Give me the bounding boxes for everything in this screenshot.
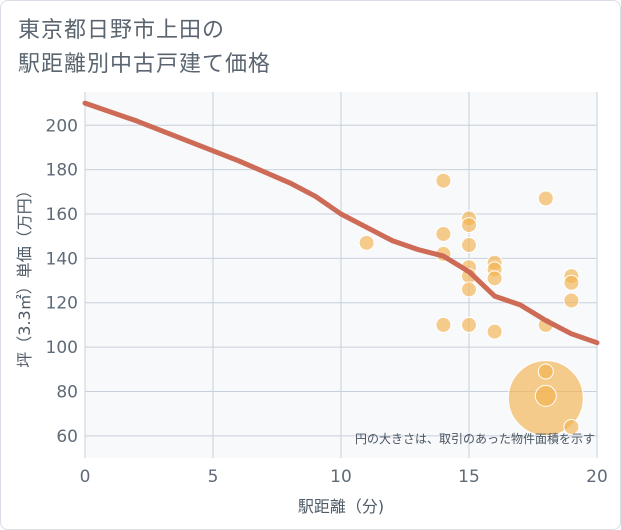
data-bubble: [537, 190, 554, 207]
trend-line: [82, 100, 600, 346]
y-tick-label: 200: [46, 116, 78, 136]
x-tick-label: 10: [330, 467, 352, 487]
data-bubble: [486, 270, 503, 287]
data-bubble: [461, 316, 477, 333]
x-tick-labels: 0 5 10 15 20: [80, 467, 608, 487]
x-tick-label: 20: [586, 467, 608, 487]
y-tick-label: 120: [46, 294, 78, 314]
data-bubble: [486, 323, 503, 340]
data-bubble: [461, 237, 477, 254]
data-bubble: [435, 225, 452, 242]
data-bubble: [563, 274, 580, 291]
y-tick-label: 60: [56, 427, 78, 447]
data-bubble: [534, 384, 557, 407]
data-bubble: [435, 316, 452, 333]
y-tick-label: 140: [46, 249, 78, 269]
data-bubble: [435, 172, 452, 189]
data-bubble: [358, 234, 375, 251]
chart-title: 東京都日野市上田の 駅距離別中古戸建て価格: [18, 14, 271, 82]
y-tick-label: 160: [46, 205, 78, 225]
title-line-1: 東京都日野市上田の: [18, 18, 226, 43]
data-bubble: [461, 281, 477, 298]
title-line-2: 駅距離別中古戸建て価格: [18, 52, 272, 77]
x-tick-label: 5: [208, 467, 219, 487]
x-tick-label: 15: [458, 467, 480, 487]
data-bubble: [563, 418, 580, 435]
y-tick-label: 100: [46, 338, 78, 358]
data-bubble: [461, 217, 477, 234]
data-bubble: [563, 292, 580, 309]
size-note: 円の大きさは、取引のあった物件面積を示す: [355, 431, 595, 446]
y-axis-label: 坪（3.3㎡）単価（万円）: [15, 182, 34, 367]
y-tick-label: 180: [46, 161, 78, 181]
x-tick-label: 0: [80, 467, 91, 487]
x-axis-label: 駅距離（分): [298, 497, 384, 516]
data-bubble: [537, 363, 554, 380]
y-tick-label: 80: [56, 382, 78, 402]
y-tick-labels: 60 80 100 120 140 160 180 200: [46, 116, 78, 447]
